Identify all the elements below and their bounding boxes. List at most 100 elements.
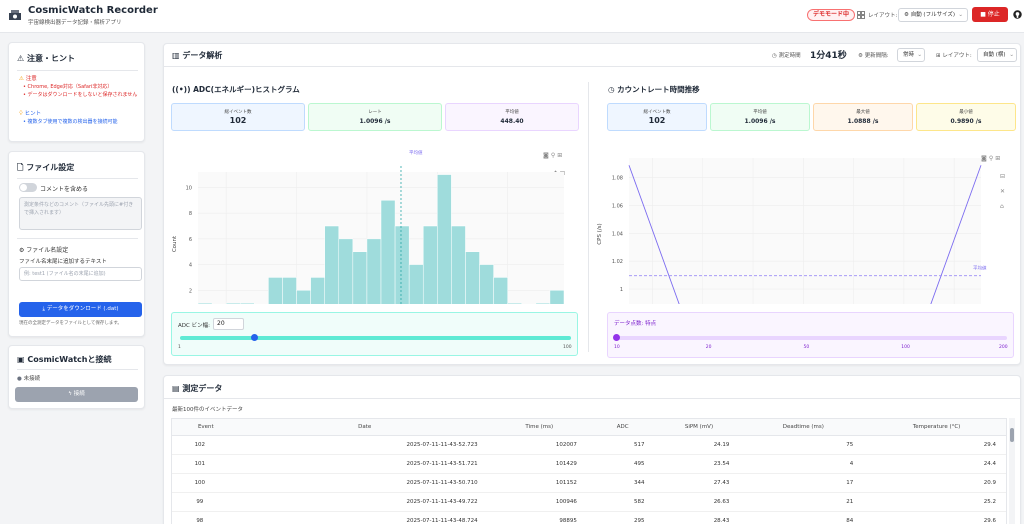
table-row: 100 2025-07-11-11-43-50.710 101152 344 27.43… xyxy=(172,473,1006,493)
table-cell: 100 xyxy=(172,473,240,493)
histogram-bar xyxy=(310,277,325,304)
table-cell: 2025-07-11-11-43-48.724 xyxy=(239,511,490,524)
histogram-bar xyxy=(465,251,480,304)
table-cell: 24.4 xyxy=(865,454,1006,474)
histogram-toolbar[interactable]: ◙⚲⊞ xyxy=(543,152,564,159)
warning-triangle-icon: ⚠ xyxy=(17,54,27,63)
app-header: CosmicWatch Recorder 宇宙線検出器データ記録・解析アプリ デ… xyxy=(0,0,1024,33)
data-points-value: 特点 xyxy=(645,321,657,327)
data-points-slider-thumb[interactable] xyxy=(613,334,620,341)
analysis-layout-select-value: 自動 (横) xyxy=(983,52,1006,58)
connect-title: ▣ CosmicWatchと接続 xyxy=(17,355,112,364)
settings-icon: ⚙ xyxy=(858,53,865,59)
interval-label: ⚙ 更新間隔: xyxy=(858,53,889,59)
analysis-layout-select[interactable]: 自動 (横) ⌄ xyxy=(977,48,1017,62)
histogram-bar xyxy=(408,264,424,304)
connect-card: ▣ CosmicWatchと接続 ● 未接続 ϟ 接続 xyxy=(8,345,145,409)
comment-toggle[interactable] xyxy=(19,183,37,192)
table-scrollbar-thumb[interactable] xyxy=(1010,428,1014,442)
table-cell: 20.9 xyxy=(865,473,1006,493)
rate-title: ◷ カウントレート時間推移 xyxy=(608,85,700,94)
data-points-tick: 20 xyxy=(705,345,712,350)
table-cell: 84 xyxy=(741,511,866,524)
download-button[interactable]: ⤓ データをダウンロード (.dat) xyxy=(19,302,142,317)
table-title: ▤ 測定データ xyxy=(172,384,223,393)
table-cell: 517 xyxy=(588,435,657,455)
camera-icon: ◙ xyxy=(981,155,989,162)
table-row: 102 2025-07-11-11-43-52.723 102007 517 24.19… xyxy=(172,435,1006,455)
app-logo-icon xyxy=(9,10,21,20)
comment-textarea[interactable]: 測定条件などのコメント（ファイル先頭に#付きで挿入されます） xyxy=(19,197,142,230)
connect-button[interactable]: ϟ 接続 xyxy=(15,387,138,402)
table-cell: 101429 xyxy=(489,454,589,474)
histogram-bar xyxy=(437,174,452,304)
zoom-in-icon: ⊞ xyxy=(557,152,565,159)
layout-grid-icon xyxy=(857,11,865,19)
file-settings-card: 🗋︎ ファイル設定 コメントを含める 測定条件などのコメント（ファイル先頭に#付… xyxy=(8,151,145,337)
adc-histogram-chart: 0246810200300400500600平均値ADCCount xyxy=(172,149,565,304)
table-cell: 75 xyxy=(741,435,866,455)
table-cell: 2025-07-11-11-43-52.723 xyxy=(239,435,490,455)
caution-label: ⚠ 注意 xyxy=(19,76,37,82)
data-points-tick: 10 xyxy=(614,345,620,350)
histogram-bar xyxy=(380,200,396,304)
data-table-card: ▤ 測定データ 最新100件のイベントデータ Event Date Time (ms… xyxy=(163,375,1021,524)
app-subtitle: 宇宙線検出器データ記録・解析アプリ xyxy=(28,20,122,26)
histogram-bar xyxy=(324,225,340,304)
rate-stat-max: 最大値 1.0888 /s xyxy=(813,103,913,131)
table-cell: 98895 xyxy=(489,511,589,524)
table-cell: 4 xyxy=(741,454,866,474)
table-cell: 100946 xyxy=(489,492,589,512)
table-scrollbar[interactable] xyxy=(1009,418,1015,524)
histogram-y-tick: 4 xyxy=(189,263,192,269)
histogram-y-tick: 8 xyxy=(189,211,192,217)
analysis-title: ▥ データ解析 xyxy=(172,51,223,60)
table-cell: 344 xyxy=(588,473,657,493)
stop-button[interactable]: ■ 停止 xyxy=(972,7,1008,22)
layout-select[interactable]: ⚙ 自動 (フルサイズ) ⌄ xyxy=(898,8,968,22)
bin-width-input[interactable]: 20 xyxy=(213,318,244,330)
rate-stat-min: 最小値 0.9890 /s xyxy=(916,103,1016,131)
histogram-bar xyxy=(451,225,466,304)
notes-card: ⚠ 注意・ヒント ⚠ 注意 • Chrome, Edge対応（Safari非対応… xyxy=(8,42,145,142)
histogram-bar xyxy=(197,302,213,304)
table-cell: 99 xyxy=(172,492,240,512)
bin-width-slider-thumb[interactable] xyxy=(251,334,259,341)
data-points-slider[interactable] xyxy=(613,334,1007,341)
table-cell: 28.43 xyxy=(656,511,742,524)
device-icon: ▣ xyxy=(17,355,28,364)
histogram-title: ((•)) ADC(エネルギー)ヒストグラム xyxy=(172,85,300,94)
analysis-layout-label: ⊞ レイアウト: xyxy=(936,53,972,59)
table-cell: 295 xyxy=(588,511,657,524)
bin-slider-min: 1 xyxy=(178,345,181,350)
rate-y-tick: 1.06 xyxy=(612,203,623,209)
table-cell: 98 xyxy=(172,511,240,524)
table-row: 99 2025-07-11-11-43-49.722 100946 582 26.63 2… xyxy=(172,492,1006,512)
github-icon[interactable] xyxy=(1013,10,1022,19)
clock-icon: ◷ xyxy=(772,53,779,59)
status-dot-icon: ● xyxy=(17,376,24,382)
data-points-tick: 200 xyxy=(999,345,1008,350)
table-cell: 2025-07-11-11-43-50.710 xyxy=(239,473,490,493)
rate-y-tick: 1.02 xyxy=(612,259,623,265)
table-cell: 25.2 xyxy=(865,492,1006,512)
event-table-container[interactable]: Event Date Time (ms) ADC SiPM (mV) Deadtime (… xyxy=(171,418,1007,524)
filename-input[interactable]: 例: test1 (ファイル名の末尾に追加) xyxy=(19,267,142,281)
histogram-bar xyxy=(507,302,523,304)
table-cell: 101152 xyxy=(489,473,589,493)
interval-select-value: 常時 xyxy=(903,52,915,58)
bin-width-slider[interactable] xyxy=(180,334,571,341)
zoom-icon: ⚲ xyxy=(988,155,996,162)
rate-toolbar[interactable]: ◙⚲⊞ xyxy=(981,155,1002,162)
monitor-icon: ⚙ xyxy=(904,12,911,18)
rate-y-label: CPS (/s) xyxy=(597,223,603,244)
stat-total-events: 総イベント数 102 xyxy=(171,103,305,131)
histogram-y-tick: 2 xyxy=(189,288,192,294)
interval-select[interactable]: 常時 ⌄ xyxy=(897,48,925,62)
home-icon: ⌂ xyxy=(1000,203,1004,210)
rate-stat-mean: 平均値 1.0096 /s xyxy=(710,103,810,131)
chevron-down-icon: ⌄ xyxy=(958,12,963,18)
rate-toolbar-2[interactable]: ⊟ ✕ ⌂ xyxy=(1000,169,1005,214)
bin-width-label: ADC ビン幅: xyxy=(178,323,210,329)
app-title: CosmicWatch Recorder xyxy=(28,5,158,16)
